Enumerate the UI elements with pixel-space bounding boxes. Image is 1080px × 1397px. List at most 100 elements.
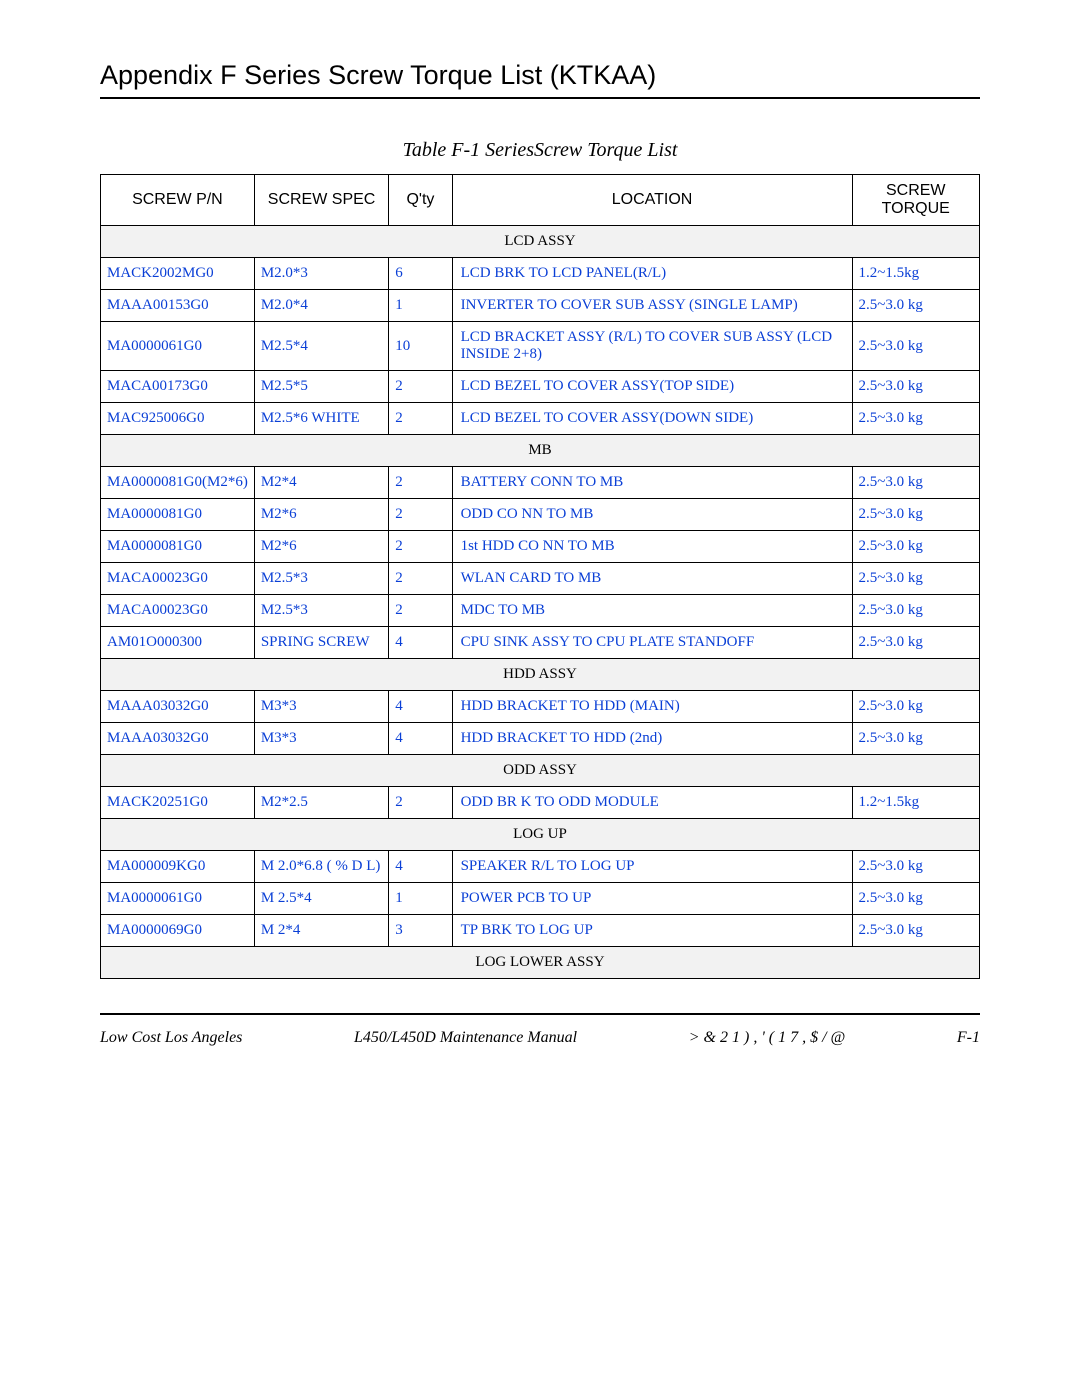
cell-torque: 2.5~3.0 kg bbox=[852, 595, 979, 627]
table-row: MA0000081G0M2*621st HDD CO NN TO MB2.5~3… bbox=[101, 531, 980, 563]
table-row: MA0000061G0M2.5*410LCD BRACKET ASSY (R/L… bbox=[101, 322, 980, 371]
cell-loc: HDD BRACKET TO HDD (2nd) bbox=[452, 723, 852, 755]
cell-spec: M2.5*4 bbox=[254, 322, 388, 371]
table-row: MACA00173G0M2.5*52LCD BEZEL TO COVER ASS… bbox=[101, 371, 980, 403]
cell-pn: MACK20251G0 bbox=[101, 787, 255, 819]
section-row: LOG LOWER ASSY bbox=[101, 947, 980, 979]
footer-right1: > & 2 1 ) , ' ( 1 7 , $ / @ bbox=[689, 1029, 845, 1047]
cell-loc: ODD BR K TO ODD MODULE bbox=[452, 787, 852, 819]
th-qty: Q'ty bbox=[389, 175, 452, 226]
cell-qty: 2 bbox=[389, 499, 452, 531]
page-footer: Low Cost Los Angeles L450/L450D Maintena… bbox=[100, 1029, 980, 1047]
cell-pn: AM01O000300 bbox=[101, 627, 255, 659]
cell-spec: M 2*4 bbox=[254, 915, 388, 947]
th-loc: LOCATION bbox=[452, 175, 852, 226]
footer-rule bbox=[100, 1013, 980, 1015]
table-caption: Table F-1 SeriesScrew Torque List bbox=[100, 139, 980, 162]
cell-loc: TP BRK TO LOG UP bbox=[452, 915, 852, 947]
cell-qty: 10 bbox=[389, 322, 452, 371]
table-row: MA0000069G0M 2*43TP BRK TO LOG UP2.5~3.0… bbox=[101, 915, 980, 947]
cell-torque: 2.5~3.0 kg bbox=[852, 627, 979, 659]
cell-loc: LCD BRACKET ASSY (R/L) TO COVER SUB ASSY… bbox=[452, 322, 852, 371]
cell-pn: MA0000069G0 bbox=[101, 915, 255, 947]
table-row: MACK20251G0M2*2.52ODD BR K TO ODD MODULE… bbox=[101, 787, 980, 819]
section-label: MB bbox=[101, 435, 980, 467]
cell-torque: 2.5~3.0 kg bbox=[852, 531, 979, 563]
table-row: MACA00023G0M2.5*32WLAN CARD TO MB2.5~3.0… bbox=[101, 563, 980, 595]
cell-torque: 2.5~3.0 kg bbox=[852, 403, 979, 435]
cell-pn: MACA00023G0 bbox=[101, 595, 255, 627]
cell-qty: 2 bbox=[389, 371, 452, 403]
cell-torque: 2.5~3.0 kg bbox=[852, 499, 979, 531]
cell-spec: M2.5*5 bbox=[254, 371, 388, 403]
cell-loc: BATTERY CONN TO MB bbox=[452, 467, 852, 499]
table-row: MAC925006G0M2.5*6 WHITE2LCD BEZEL TO COV… bbox=[101, 403, 980, 435]
cell-qty: 1 bbox=[389, 883, 452, 915]
cell-spec: M2.5*6 WHITE bbox=[254, 403, 388, 435]
table-row: MAAA03032G0M3*34HDD BRACKET TO HDD (2nd)… bbox=[101, 723, 980, 755]
cell-loc: LCD BRK TO LCD PANEL(R/L) bbox=[452, 258, 852, 290]
cell-pn: MA000009KG0 bbox=[101, 851, 255, 883]
cell-spec: M 2.0*6.8 ( % D L) bbox=[254, 851, 388, 883]
cell-pn: MA0000081G0 bbox=[101, 499, 255, 531]
table-row: AM01O000300SPRING SCREW4CPU SINK ASSY TO… bbox=[101, 627, 980, 659]
cell-torque: 2.5~3.0 kg bbox=[852, 691, 979, 723]
table-row: MAAA03032G0M3*34HDD BRACKET TO HDD (MAIN… bbox=[101, 691, 980, 723]
section-row: LCD ASSY bbox=[101, 226, 980, 258]
cell-qty: 3 bbox=[389, 915, 452, 947]
table-row: MA000009KG0M 2.0*6.8 ( % D L)4SPEAKER R/… bbox=[101, 851, 980, 883]
section-label: HDD ASSY bbox=[101, 659, 980, 691]
table-row: MAAA00153G0M2.0*41INVERTER TO COVER SUB … bbox=[101, 290, 980, 322]
section-label: LOG UP bbox=[101, 819, 980, 851]
cell-pn: MACA00173G0 bbox=[101, 371, 255, 403]
footer-mid: L450/L450D Maintenance Manual bbox=[354, 1029, 577, 1047]
cell-loc: MDC TO MB bbox=[452, 595, 852, 627]
table-row: MACA00023G0M2.5*32MDC TO MB2.5~3.0 kg bbox=[101, 595, 980, 627]
cell-loc: HDD BRACKET TO HDD (MAIN) bbox=[452, 691, 852, 723]
table-row: MA0000081G0M2*62ODD CO NN TO MB2.5~3.0 k… bbox=[101, 499, 980, 531]
section-row: MB bbox=[101, 435, 980, 467]
cell-loc: WLAN CARD TO MB bbox=[452, 563, 852, 595]
cell-spec: M2.5*3 bbox=[254, 563, 388, 595]
cell-qty: 2 bbox=[389, 563, 452, 595]
cell-pn: MACK2002MG0 bbox=[101, 258, 255, 290]
cell-torque: 2.5~3.0 kg bbox=[852, 322, 979, 371]
cell-pn: MAC925006G0 bbox=[101, 403, 255, 435]
cell-pn: MA0000061G0 bbox=[101, 883, 255, 915]
th-torque: SCREW TORQUE bbox=[852, 175, 979, 226]
section-label: LOG LOWER ASSY bbox=[101, 947, 980, 979]
table-body: LCD ASSYMACK2002MG0M2.0*36LCD BRK TO LCD… bbox=[101, 226, 980, 979]
cell-spec: SPRING SCREW bbox=[254, 627, 388, 659]
cell-qty: 4 bbox=[389, 851, 452, 883]
cell-qty: 2 bbox=[389, 787, 452, 819]
cell-spec: M2.0*3 bbox=[254, 258, 388, 290]
cell-torque: 2.5~3.0 kg bbox=[852, 290, 979, 322]
cell-torque: 2.5~3.0 kg bbox=[852, 723, 979, 755]
table-row: MA0000061G0M 2.5*41POWER PCB TO UP2.5~3.… bbox=[101, 883, 980, 915]
title-rule bbox=[100, 97, 980, 99]
cell-qty: 2 bbox=[389, 403, 452, 435]
cell-pn: MA0000081G0(M2*6) bbox=[101, 467, 255, 499]
cell-qty: 1 bbox=[389, 290, 452, 322]
section-label: ODD ASSY bbox=[101, 755, 980, 787]
cell-torque: 1.2~1.5kg bbox=[852, 258, 979, 290]
th-pn: SCREW P/N bbox=[101, 175, 255, 226]
cell-loc: LCD BEZEL TO COVER ASSY(DOWN SIDE) bbox=[452, 403, 852, 435]
page-title: Appendix F Series Screw Torque List (KTK… bbox=[100, 60, 980, 91]
cell-torque: 2.5~3.0 kg bbox=[852, 915, 979, 947]
section-row: HDD ASSY bbox=[101, 659, 980, 691]
cell-pn: MA0000081G0 bbox=[101, 531, 255, 563]
cell-qty: 2 bbox=[389, 531, 452, 563]
cell-spec: M 2.5*4 bbox=[254, 883, 388, 915]
cell-loc: 1st HDD CO NN TO MB bbox=[452, 531, 852, 563]
cell-qty: 2 bbox=[389, 595, 452, 627]
table-header-row: SCREW P/N SCREW SPEC Q'ty LOCATION SCREW… bbox=[101, 175, 980, 226]
cell-qty: 6 bbox=[389, 258, 452, 290]
cell-torque: 2.5~3.0 kg bbox=[852, 467, 979, 499]
cell-pn: MACA00023G0 bbox=[101, 563, 255, 595]
cell-spec: M2*6 bbox=[254, 499, 388, 531]
section-row: ODD ASSY bbox=[101, 755, 980, 787]
cell-loc: INVERTER TO COVER SUB ASSY (SINGLE LAMP) bbox=[452, 290, 852, 322]
section-label: LCD ASSY bbox=[101, 226, 980, 258]
cell-spec: M2*2.5 bbox=[254, 787, 388, 819]
